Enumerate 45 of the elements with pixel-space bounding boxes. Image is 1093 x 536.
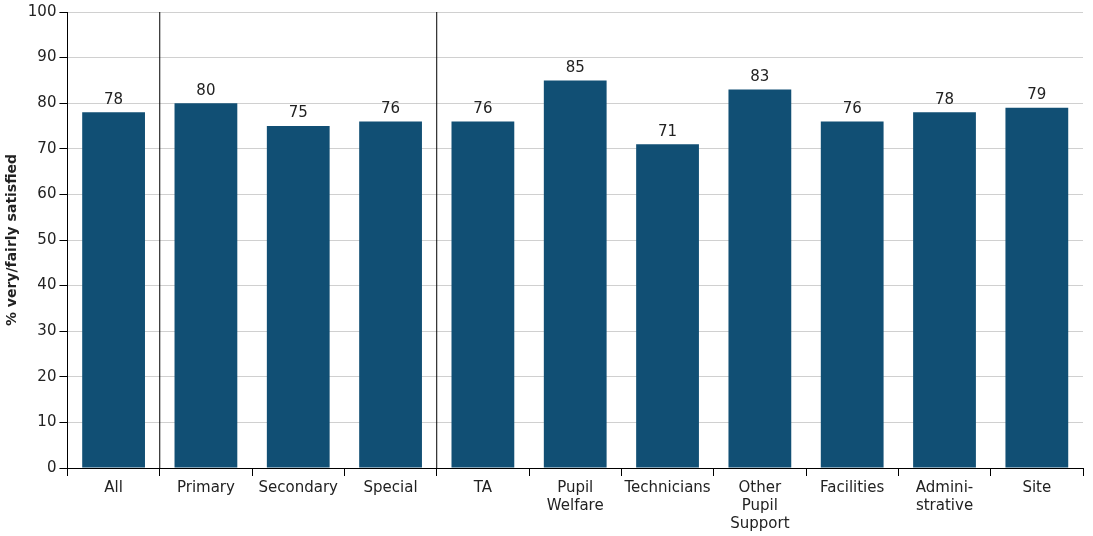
data-label: 85 [565,57,585,76]
data-label: 76 [842,98,862,117]
bar [913,112,976,468]
x-tick-label: Facilities [820,477,885,496]
y-tick-label: 30 [37,321,57,340]
x-tick-label: Special [363,477,418,496]
data-label: 78 [104,89,124,108]
x-tick-label: Other Pupil Support [730,477,790,532]
x-tick-label: Site [1022,477,1052,496]
y-axis-title: % very/fairly satisfied [3,153,20,327]
bar [82,112,145,468]
y-tick-label: 70 [37,138,57,157]
y-tick-label: 40 [37,275,57,294]
y-tick-label: 50 [37,229,57,248]
y-tick-label: 100 [27,1,57,20]
data-label: 80 [196,80,216,99]
bar [174,103,238,468]
y-tick-label: 80 [37,93,57,112]
data-label: 78 [934,89,955,108]
bar [543,80,607,468]
bar [820,121,884,468]
y-tick-label: 20 [37,366,57,385]
x-tick-label: Pupil Welfare [546,477,604,514]
bar [728,89,792,468]
x-tick-label: TA [472,477,493,496]
y-tick-label: 0 [46,457,57,476]
x-tick-label: Admini- strative [915,477,974,514]
y-tick-label: 10 [37,412,57,431]
data-label: 76 [381,98,401,117]
x-tick-label: Secondary [258,477,339,496]
data-label: 83 [750,66,770,85]
bar [359,121,422,468]
x-tick-label: Primary [176,477,236,496]
data-label: 76 [473,98,493,117]
data-label: 71 [657,121,678,140]
x-tick-label: Technicians [623,477,711,496]
bar [451,121,515,468]
x-tick-label: All [104,477,123,496]
bar [266,126,330,468]
data-label: 75 [288,103,308,122]
data-label: 79 [1027,85,1047,104]
bar [636,144,699,468]
y-tick-label: 90 [37,47,57,66]
y-tick-label: 60 [37,184,57,203]
bar [1005,107,1069,468]
